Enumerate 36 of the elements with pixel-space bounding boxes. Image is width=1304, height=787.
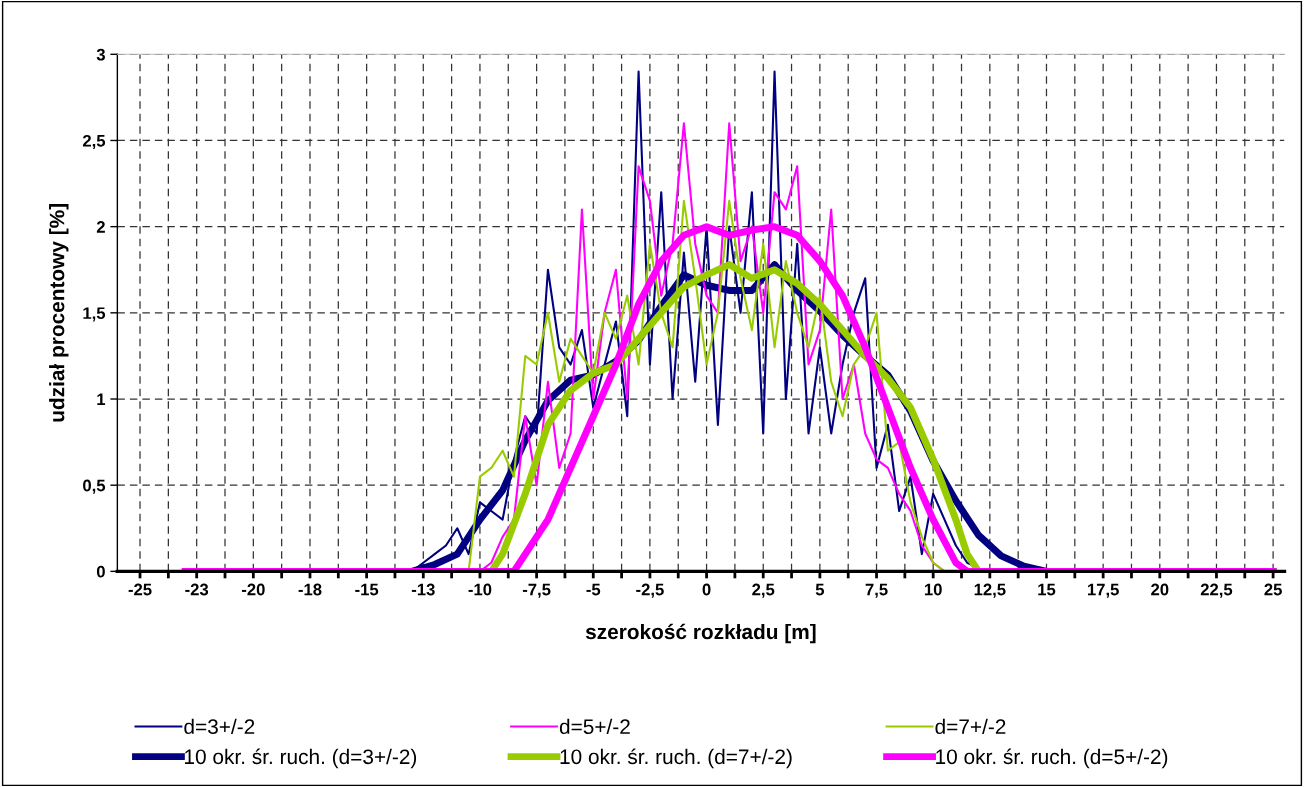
x-tick-label: -20 [241, 583, 265, 596]
legend-label: d=3+/-2 [184, 718, 255, 735]
x-tick-label: -23 [185, 583, 209, 596]
x-tick-label: -5 [586, 583, 601, 596]
x-tick-label: -18 [298, 583, 322, 596]
x-axis-title: szerokość rozkładu [m] [585, 623, 816, 644]
x-tick-label: -13 [411, 583, 435, 596]
x-tick-label: 5 [815, 583, 825, 596]
y-tick-label: 2 [96, 221, 105, 233]
x-tick-label: 10 [924, 583, 942, 596]
y-tick-label: 2,5 [82, 134, 106, 150]
y-tick-label: 1,5 [83, 307, 106, 322]
legend-label: d=7+/-2 [935, 718, 1006, 735]
y-tick-label: 0 [96, 565, 105, 578]
y-tick-label: 1 [97, 393, 106, 406]
x-tick-label: 22,5 [1200, 583, 1233, 598]
x-tick-label: -7,5 [522, 583, 551, 598]
x-tick-label: 25 [1264, 583, 1282, 596]
x-tick-label: 17,5 [1087, 583, 1119, 598]
x-tick-label: -25 [128, 583, 152, 596]
legend-label: d=5+/-2 [559, 718, 630, 735]
x-tick-label: 15 [1038, 583, 1056, 596]
y-tick-label: 0,5 [83, 479, 106, 494]
y-axis-title: udział procentowy [%] [49, 204, 69, 422]
y-tick-label: 3 [96, 48, 105, 61]
x-tick-label: 20 [1151, 583, 1169, 596]
x-tick-label: 7,5 [865, 583, 888, 598]
x-tick-label: 0 [702, 583, 711, 596]
x-tick-label: -10 [468, 583, 492, 596]
legend-label: 10 okr. śr. ruch. (d=7+/-2) [560, 748, 792, 769]
x-tick-label: -2,5 [636, 583, 664, 598]
x-tick-label: 12,5 [974, 583, 1006, 598]
legend-label: 10 okr. śr. ruch. (d=5+/-2) [936, 748, 1168, 769]
legend-label: 10 okr. śr. ruch. (d=3+/-2) [185, 748, 417, 769]
x-tick-label: 2,5 [752, 583, 775, 598]
x-tick-label: -15 [355, 583, 379, 596]
